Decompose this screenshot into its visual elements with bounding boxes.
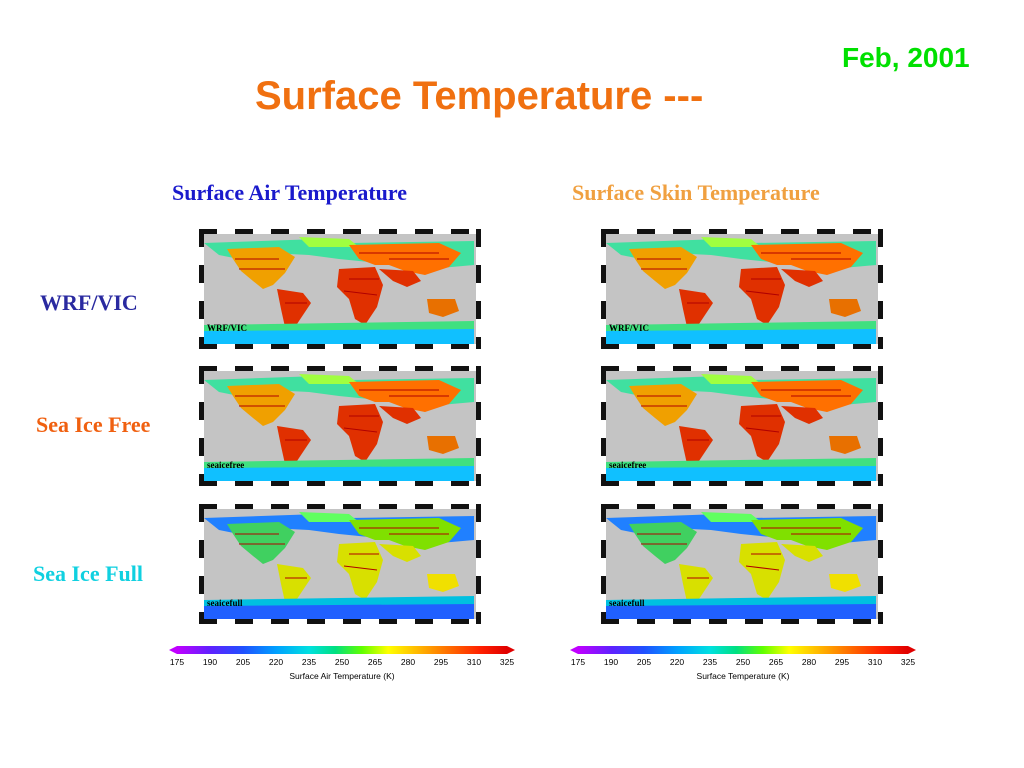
colorbar-tick-label: 175 (570, 657, 586, 667)
colorbar-tick-label: 295 (433, 657, 449, 667)
colorbar-tick-label: 310 (466, 657, 482, 667)
colorbar-gradient (578, 646, 908, 654)
map-air-seaicefull: seaicefull (199, 504, 481, 624)
colorbar-tick-label: 265 (367, 657, 383, 667)
map-label: WRF/VIC (207, 323, 247, 333)
slide-title: Surface Temperature --- (255, 74, 704, 118)
colorbar-tick-label: 250 (334, 657, 350, 667)
date-label: Feb, 2001 (842, 42, 970, 73)
colorbar-tick-label: 175 (169, 657, 185, 667)
colorbar-arrow-left-icon (570, 646, 578, 654)
colorbar-ticks: 175 190 205 220 235 250 265 280 295 310 325 (570, 657, 916, 669)
colorbar-tick-label: 325 (900, 657, 916, 667)
row-label-wrfvic: WRF/VIC (40, 290, 138, 315)
map-air-seaicefree: seaicefree (199, 366, 481, 486)
colorbar-tick-label: 235 (702, 657, 718, 667)
map-skin-wrfvic: WRF/VIC (601, 229, 883, 349)
colorbar-tick-label: 325 (499, 657, 515, 667)
map-label: WRF/VIC (609, 323, 649, 333)
colorbar-label: Surface Temperature (K) (696, 671, 790, 681)
colorbar-arrow-right-icon (507, 646, 515, 654)
colorbar-tick-label: 235 (301, 657, 317, 667)
colorbar-tick-label: 220 (268, 657, 284, 667)
row-label-seaicefull: Sea Ice Full (33, 561, 143, 586)
column-header-air: Surface Air Temperature (172, 180, 408, 205)
map-label: seaicefull (207, 598, 243, 608)
colorbar-tick-label: 190 (603, 657, 619, 667)
world-map-image (606, 237, 876, 344)
colorbar-skin: 175 190 205 220 235 250 265 280 295 310 325 Surfac… (570, 642, 920, 692)
colorbar-tick-label: 280 (801, 657, 817, 667)
colorbar-tick-label: 220 (669, 657, 685, 667)
world-map-image (606, 374, 876, 481)
column-header-skin: Surface Skin Temperature (572, 180, 820, 205)
map-label: seaicefree (609, 460, 647, 470)
colorbar-tick-label: 280 (400, 657, 416, 667)
map-label: seaicefull (609, 598, 645, 608)
colorbar-label: Surface Air Temperature (K) (289, 671, 395, 681)
colorbar-arrow-left-icon (169, 646, 177, 654)
colorbar-tick-label: 205 (636, 657, 652, 667)
colorbar-tick-label: 310 (867, 657, 883, 667)
map-skin-seaicefull: seaicefull (601, 504, 883, 624)
colorbar-gradient (177, 646, 507, 654)
colorbar-ticks: 175 190 205 220 235 250 265 280 295 310 325 (169, 657, 515, 669)
row-label-seaicefree: Sea Ice Free (36, 412, 151, 437)
colorbar-arrow-right-icon (908, 646, 916, 654)
map-air-wrfvic: WRF/VIC (199, 229, 481, 349)
map-skin-seaicefree: seaicefree (601, 366, 883, 486)
world-map-image (606, 512, 876, 619)
map-label: seaicefree (207, 460, 245, 470)
colorbar-tick-label: 265 (768, 657, 784, 667)
colorbar-tick-label: 250 (735, 657, 751, 667)
colorbar-tick-label: 295 (834, 657, 850, 667)
colorbar-tick-label: 205 (235, 657, 251, 667)
colorbar-air: 175 190 205 220 235 250 265 280 295 310 325 Surfac… (169, 642, 519, 692)
world-map-image (204, 237, 474, 344)
world-map-image (204, 374, 474, 481)
colorbar-tick-label: 190 (202, 657, 218, 667)
world-map-image (204, 512, 474, 619)
